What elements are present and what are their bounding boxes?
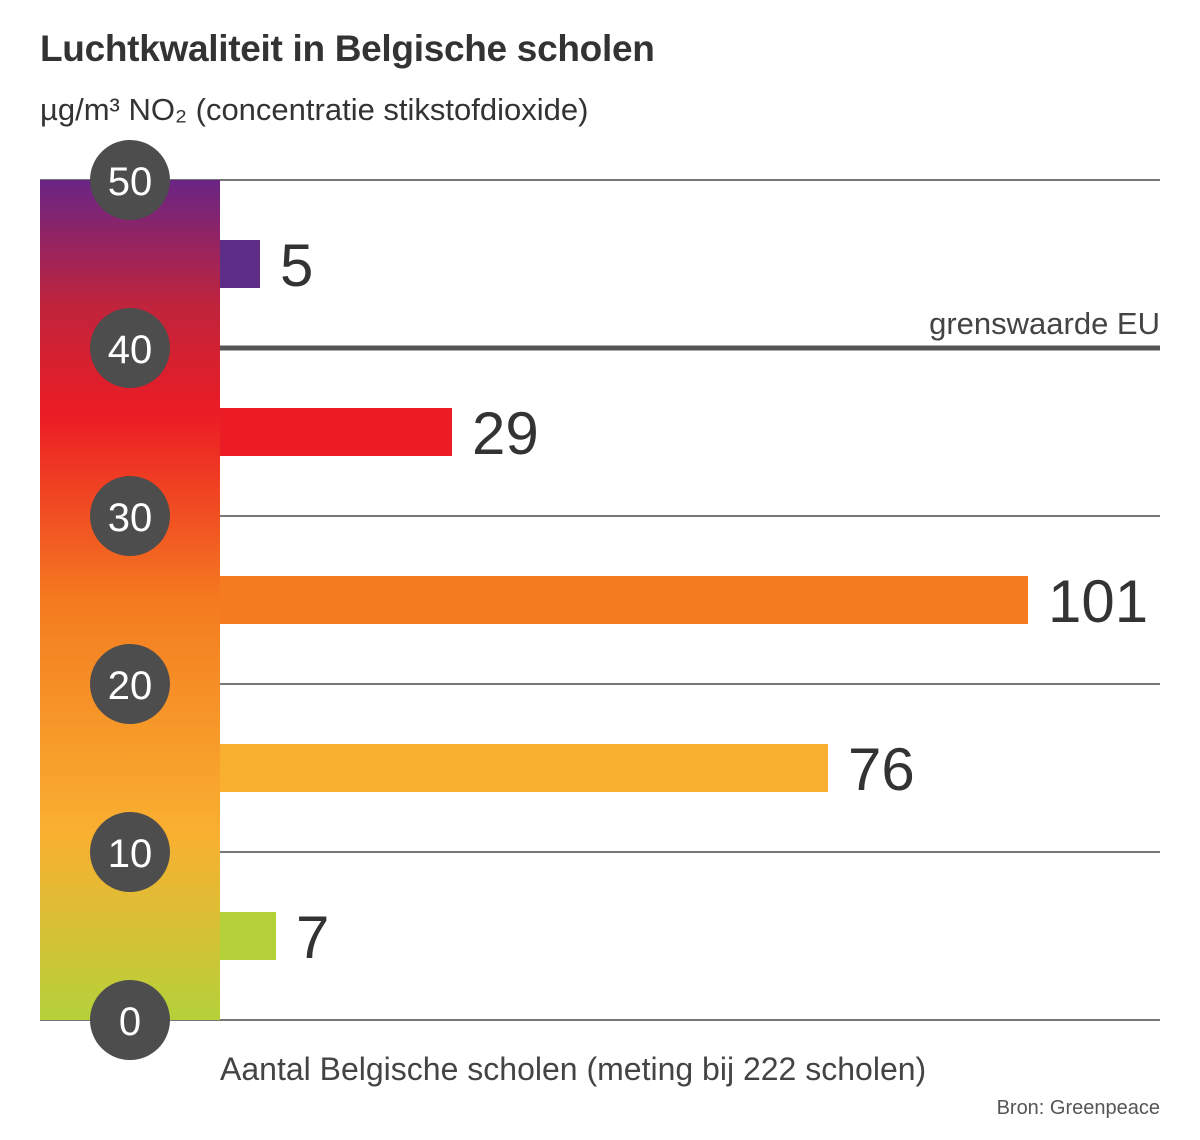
tick-marker: [90, 980, 170, 1060]
tick-marker: [90, 812, 170, 892]
bar-value-label: 76: [848, 736, 915, 803]
bar-value-label: 29: [472, 400, 539, 467]
y-tick-label: 30: [108, 496, 153, 540]
y-tick-label: 0: [119, 1000, 141, 1044]
bar-value-label: 7: [296, 904, 329, 971]
source-note: Bron: Greenpeace: [996, 1097, 1160, 1119]
bar: [220, 408, 452, 456]
y-tick-label: 10: [108, 832, 153, 876]
bar: [220, 240, 260, 288]
tick-marker: [90, 476, 170, 556]
tick-marker: [90, 140, 170, 220]
reference-line-label: grenswaarde EU: [929, 306, 1160, 341]
bar: [220, 744, 828, 792]
y-tick-label: 50: [108, 160, 153, 204]
bar: [220, 912, 276, 960]
bar-value-label: 5: [280, 232, 313, 299]
y-tick-label: 40: [108, 328, 153, 372]
x-axis-label: Aantal Belgische scholen (meting bij 222…: [220, 1051, 926, 1087]
bar: [220, 576, 1028, 624]
chart-subtitle: µg/m³ NO₂ (concentratie stikstofdioxide): [40, 92, 589, 127]
color-scale-bar: [40, 180, 220, 1020]
bar-value-label: 101: [1048, 568, 1148, 635]
y-tick-label: 20: [108, 664, 153, 708]
tick-marker: [90, 644, 170, 724]
chart-title: Luchtkwaliteit in Belgische scholen: [40, 28, 655, 69]
tick-marker: [90, 308, 170, 388]
